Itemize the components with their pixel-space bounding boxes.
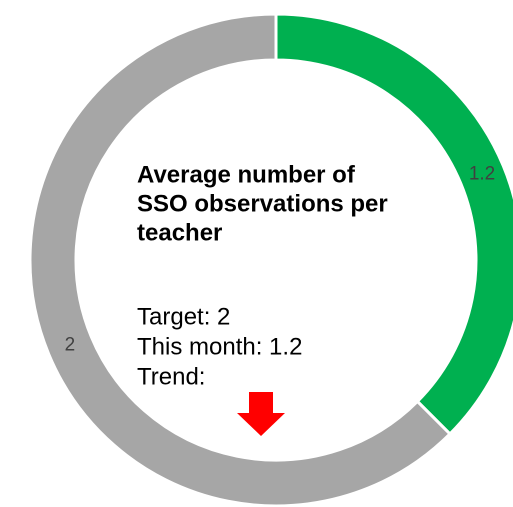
title-line: Average number of <box>137 161 356 188</box>
data-label: 1.2 <box>469 164 495 185</box>
data-label: 2 <box>65 334 76 355</box>
annotation: This month: 1.2 <box>137 333 302 360</box>
donut-slice <box>28 12 453 507</box>
donut-slice <box>274 12 513 437</box>
title-line: SSO observations per <box>137 190 388 217</box>
title-line: teacher <box>137 219 222 246</box>
annotation: Target: 2 <box>137 303 230 330</box>
trend-arrow <box>237 392 285 436</box>
annotation: Trend: <box>137 363 205 390</box>
